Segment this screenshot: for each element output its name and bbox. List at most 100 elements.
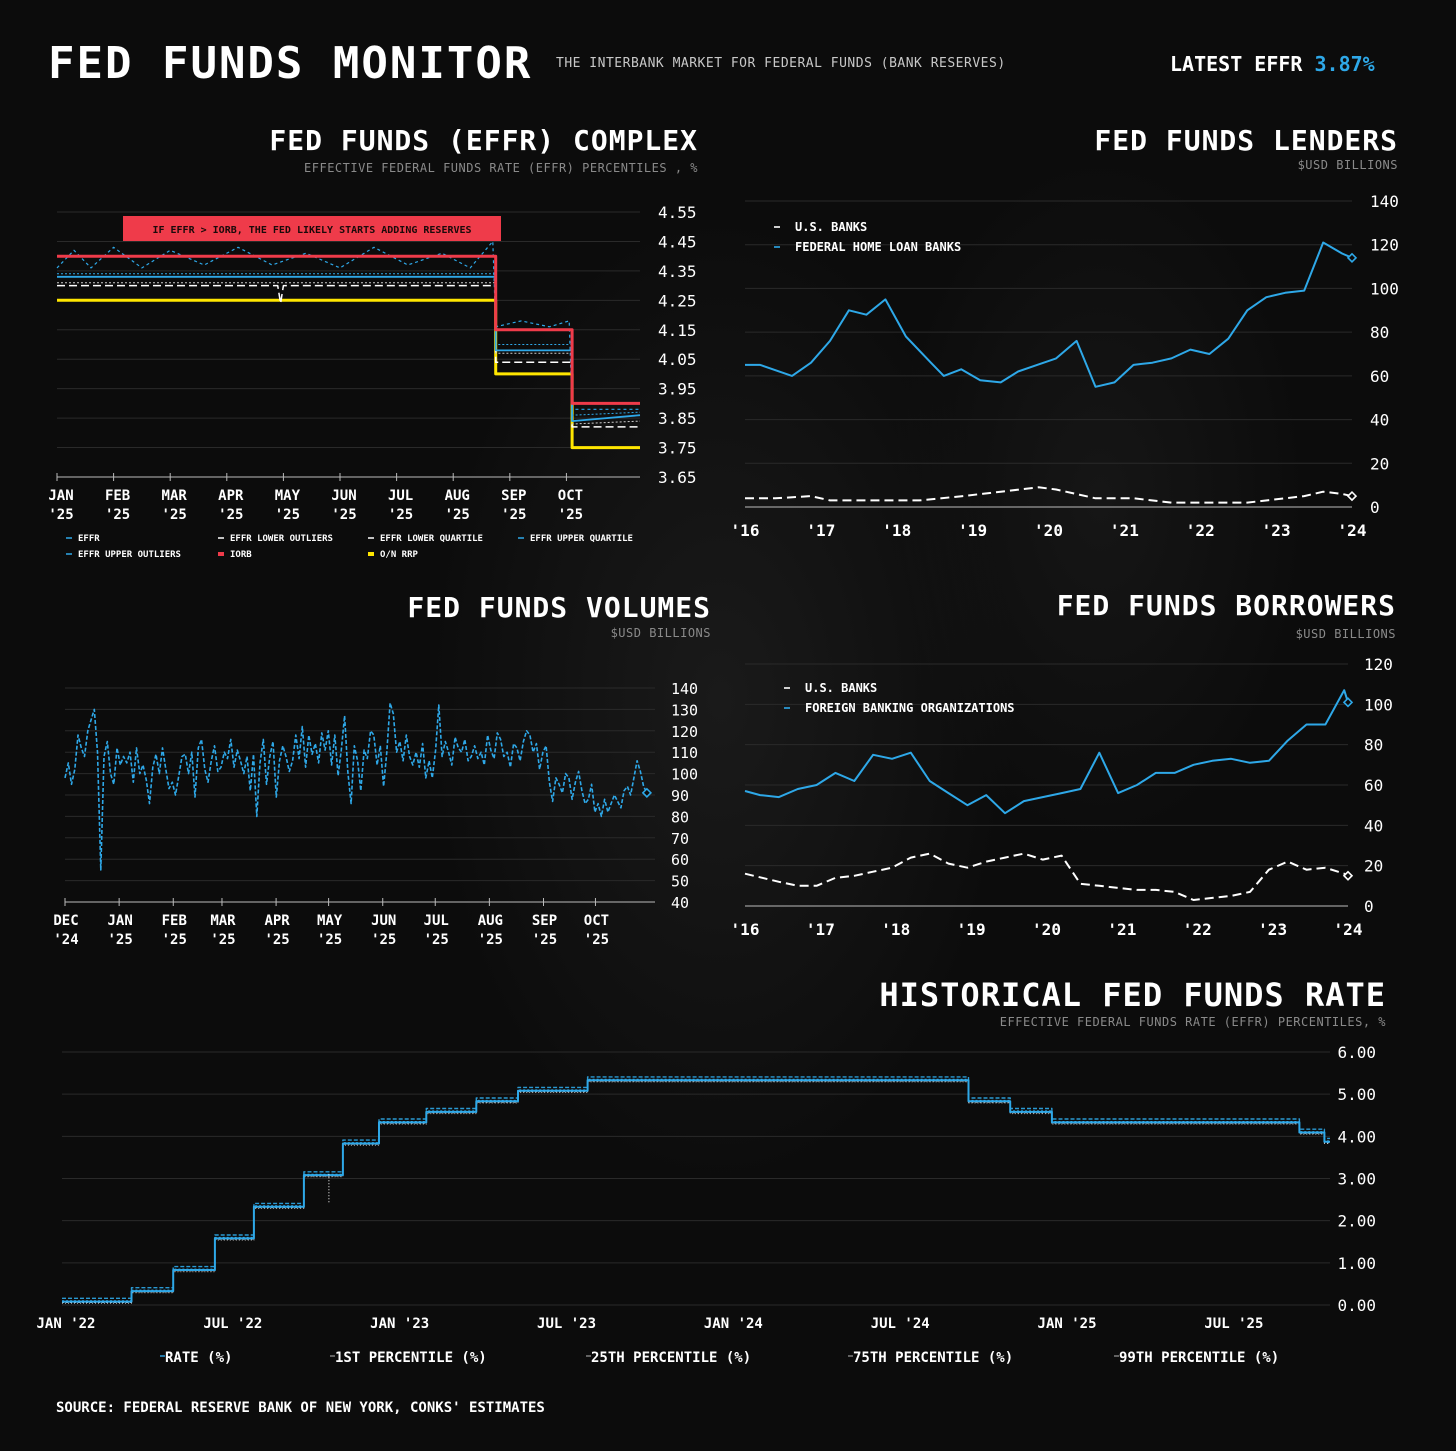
complex-ytick: 3.85: [658, 409, 697, 428]
complex-ytick: 4.15: [658, 321, 697, 340]
historical-ytick: 3.00: [1337, 1170, 1376, 1189]
complex-lower-quartile-line: [57, 282, 641, 425]
volumes-xtick-label: MAY: [317, 913, 343, 929]
volumes-ytick: 100: [671, 766, 698, 784]
borrowers-series-end-marker: [1342, 870, 1354, 881]
volumes-xtick-label: JAN: [107, 913, 132, 929]
volumes-xtick-label: '25: [107, 932, 132, 948]
historical-subtitle: EFFECTIVE FEDERAL FUNDS RATE (EFFR) PERC…: [999, 1015, 1386, 1029]
lenders-ytick: 40: [1370, 411, 1389, 430]
volumes-subtitle: $USD BILLIONS: [610, 626, 711, 640]
lenders-ytick: 120: [1370, 236, 1399, 255]
volumes-xtick-label: AUG: [478, 913, 503, 929]
borrowers-legend-label: U.S. BANKS: [805, 681, 877, 695]
borrowers-ytick: 120: [1364, 655, 1393, 674]
complex-legend-label: EFFR: [78, 534, 100, 544]
lenders-subtitle: $USD BILLIONS: [1297, 158, 1398, 172]
latest-effr: LATEST EFFR 3.87%: [1170, 52, 1375, 76]
volumes-ytick: 90: [671, 787, 689, 805]
complex-xtick-label: JAN: [48, 488, 73, 504]
complex-legend-label: IORB: [230, 550, 252, 560]
lenders-legend-label: FEDERAL HOME LOAN BANKS: [795, 240, 961, 254]
borrowers-series-end-marker: [1342, 697, 1354, 708]
complex-legend-label: EFFR UPPER QUARTILE: [530, 534, 633, 544]
complex-annotation-text: IF EFFR > IORB, THE FED LIKELY STARTS AD…: [152, 225, 471, 236]
volumes-ytick: 120: [671, 723, 698, 741]
complex-xtick-label: SEP: [501, 488, 526, 504]
complex-ytick: 4.55: [658, 203, 697, 222]
historical-p25-line: [62, 1080, 1330, 1303]
lenders-series-line: [745, 241, 1353, 388]
complex-ytick: 3.65: [658, 468, 697, 487]
historical-xtick-label: JUL '25: [1204, 1316, 1263, 1332]
lenders-series-end-marker: [1346, 252, 1358, 263]
complex-upper-outliers-line: [56, 240, 640, 410]
page-title: FED FUNDS MONITOR: [48, 38, 533, 89]
historical-ytick: 5.00: [1337, 1085, 1376, 1104]
complex-xtick-label: JUL: [388, 488, 413, 504]
complex-legend-label: EFFR LOWER OUTLIERS: [230, 534, 333, 544]
complex-xtick-label: '25: [331, 507, 356, 523]
volumes-series-end-marker: [641, 787, 653, 798]
volumes-ytick: 110: [671, 744, 698, 762]
historical-ytick: 2.00: [1337, 1212, 1376, 1231]
borrowers-xtick-label: '21: [1107, 920, 1136, 939]
historical-legend-label: RATE (%): [165, 1350, 232, 1366]
complex-xtick-label: MAY: [275, 488, 301, 504]
volumes-xtick-label: FEB: [162, 913, 187, 929]
volumes-title: FED FUNDS VOLUMES: [407, 591, 711, 624]
complex-title: FED FUNDS (EFFR) COMPLEX: [269, 124, 698, 157]
borrowers-ytick: 60: [1364, 776, 1383, 795]
complex-annotation-box: [123, 216, 501, 241]
lenders-xtick-label: '24: [1338, 521, 1367, 540]
complex-onrrp-line: [57, 298, 640, 450]
latest-effr-label: LATEST EFFR: [1170, 52, 1303, 76]
lenders-xtick-label: '17: [806, 521, 835, 540]
borrowers-xtick-label: '20: [1032, 920, 1061, 939]
historical-p99-line: [62, 1076, 1330, 1299]
lenders-series-end-marker: [1346, 490, 1358, 502]
borrowers-xtick-label: '16: [731, 920, 760, 939]
complex-xtick-label: '25: [558, 507, 583, 523]
historical-xtick-label: JAN '23: [370, 1316, 429, 1332]
lenders-xtick-label: '16: [731, 521, 760, 540]
historical-ytick: 0.00: [1337, 1296, 1376, 1315]
volumes-xtick-label: OCT: [584, 913, 609, 929]
lenders-xtick-label: '21: [1110, 521, 1139, 540]
historical-ytick: 6.00: [1337, 1043, 1376, 1062]
volumes-xtick-label: '25: [584, 932, 609, 948]
borrowers-series-line: [744, 689, 1349, 815]
historical-legend-label: 99TH PERCENTILE (%): [1119, 1350, 1279, 1366]
borrowers-ytick: 20: [1364, 857, 1383, 876]
complex-ytick: 4.45: [658, 232, 697, 251]
borrowers-ytick: 100: [1364, 695, 1393, 714]
borrowers-xtick-label: '23: [1258, 920, 1287, 939]
historical-p1-line: [62, 1081, 1330, 1304]
historical-rate-line: [62, 1079, 1330, 1303]
page-subtitle: THE INTERBANK MARKET FOR FEDERAL FUNDS (…: [556, 56, 1006, 71]
volumes-xtick-label: APR: [264, 913, 290, 929]
complex-ytick: 3.75: [658, 439, 697, 458]
lenders-series-line: [745, 486, 1353, 504]
complex-xtick-label: AUG: [445, 488, 470, 504]
complex-ytick: 4.25: [658, 291, 697, 310]
source-note: SOURCE: FEDERAL RESERVE BANK OF NEW YORK…: [56, 1400, 545, 1416]
lenders-ytick: 80: [1370, 323, 1389, 342]
borrowers-xtick-label: '17: [806, 920, 835, 939]
historical-xtick-label: JUL '23: [537, 1316, 596, 1332]
historical-legend-label: 1ST PERCENTILE (%): [335, 1350, 487, 1366]
volumes-ytick: 50: [671, 873, 689, 891]
volumes-xtick-label: SEP: [532, 913, 557, 929]
latest-effr-value: 3.87%: [1314, 52, 1375, 76]
complex-xtick-label: '25: [445, 507, 470, 523]
complex-ytick: 4.35: [658, 262, 697, 281]
borrowers-ytick: 80: [1364, 736, 1383, 755]
volumes-ytick: 40: [671, 894, 689, 912]
borrowers-subtitle: $USD BILLIONS: [1295, 627, 1396, 641]
volumes-ytick: 60: [671, 851, 689, 869]
lenders-ytick: 0: [1370, 498, 1380, 517]
historical-xtick-label: JAN '24: [704, 1316, 763, 1332]
volumes-xtick-label: '25: [478, 932, 503, 948]
complex-upper-quartile-line: [57, 273, 641, 416]
